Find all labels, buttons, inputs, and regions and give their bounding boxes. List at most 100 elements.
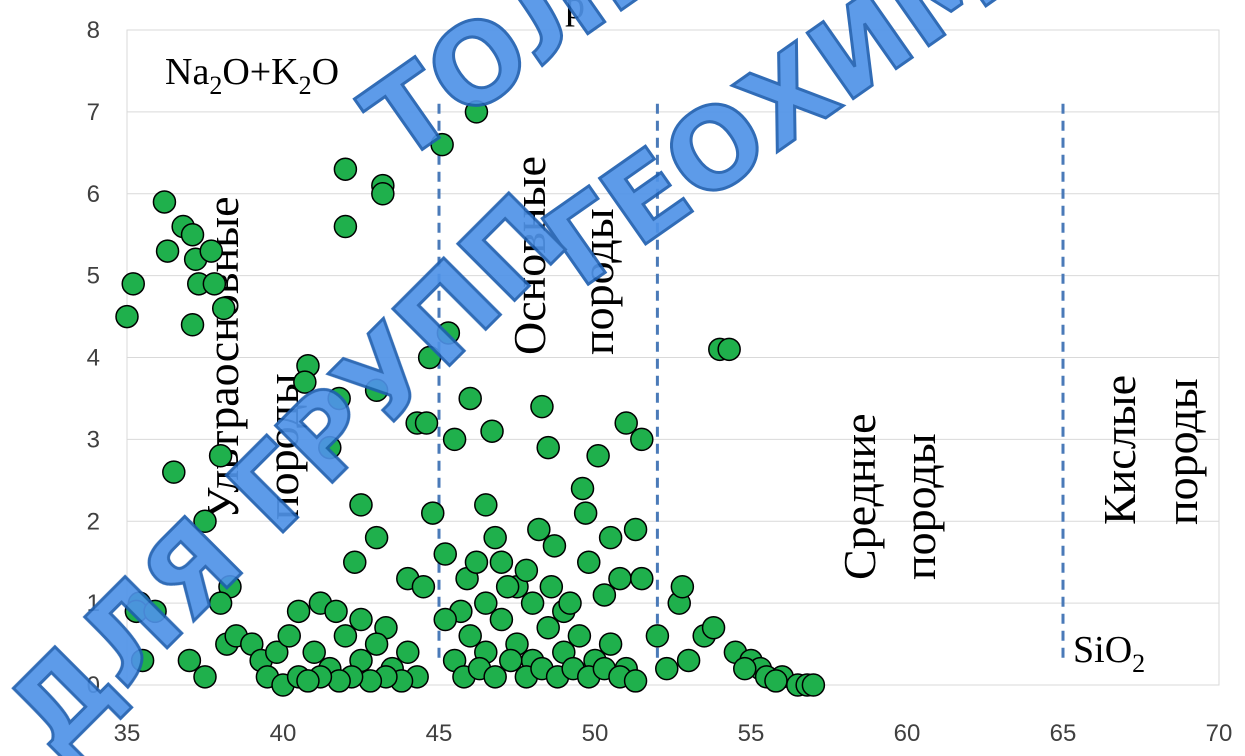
- data-point: [586, 444, 610, 468]
- y-tick-label: 3: [87, 426, 100, 453]
- region-basic-line1: Основные: [504, 156, 555, 355]
- data-point: [536, 615, 560, 640]
- data-point: [558, 591, 582, 615]
- data-point: [801, 673, 826, 697]
- data-point: [327, 386, 351, 411]
- y-tick-label: 4: [87, 345, 100, 372]
- data-point: [530, 394, 554, 419]
- data-point: [333, 214, 358, 239]
- data-point: [277, 624, 301, 648]
- y-tick-label: 6: [87, 181, 100, 208]
- y-tick-label: 0: [87, 672, 100, 699]
- y-tick-label: 7: [87, 99, 100, 126]
- data-point: [577, 550, 601, 574]
- data-point: [520, 591, 545, 615]
- region-label-intermediate: Средние породы: [834, 413, 945, 580]
- data-point: [458, 624, 482, 648]
- data-point: [598, 525, 623, 550]
- data-point: [464, 550, 489, 574]
- data-point: [567, 624, 592, 648]
- data-point: [598, 632, 623, 656]
- data-point: [514, 558, 539, 583]
- y-tick-label: 8: [87, 17, 100, 44]
- x-tick-label: 40: [270, 720, 297, 747]
- data-point: [483, 525, 507, 550]
- data-point: [483, 665, 507, 689]
- boundary-layer: [437, 103, 1065, 661]
- data-point: [333, 624, 358, 648]
- data-point: [417, 345, 442, 370]
- data-point: [349, 607, 373, 632]
- data-point: [489, 607, 514, 632]
- data-point: [474, 493, 498, 517]
- region-intermediate-line2: породы: [894, 433, 945, 580]
- data-point: [208, 591, 233, 615]
- y-tick-label: 1: [87, 590, 100, 617]
- data-point: [630, 427, 654, 452]
- data-point: [645, 624, 670, 648]
- data-point: [177, 648, 202, 673]
- data-point: [364, 525, 389, 550]
- x-tick-label: 65: [1050, 720, 1077, 747]
- region-acidic-line2: породы: [1156, 378, 1207, 525]
- data-point: [495, 575, 520, 599]
- data-point: [630, 566, 654, 591]
- data-point: [733, 656, 757, 681]
- data-point: [152, 190, 177, 214]
- data-point: [592, 583, 617, 607]
- x-tick-labels: 35 40 45 50 55 60 65 70: [114, 720, 1233, 747]
- data-point: [717, 337, 741, 362]
- data-point: [121, 272, 145, 296]
- data-point: [489, 550, 514, 574]
- data-point: [542, 534, 567, 558]
- data-point: [286, 599, 311, 624]
- data-point: [364, 632, 389, 656]
- data-point: [293, 370, 317, 394]
- data-point: [318, 435, 342, 460]
- data-point: [371, 182, 395, 206]
- y-tick-labels: 0 1 2 3 4 5 6 7 8: [87, 17, 100, 699]
- data-point: [527, 517, 551, 542]
- data-point: [211, 296, 236, 321]
- data-point: [464, 100, 489, 124]
- data-point: [364, 378, 389, 402]
- x-tick-label: 60: [894, 720, 921, 747]
- data-point: [115, 304, 139, 329]
- title-fragment: р: [565, 0, 585, 27]
- y-tick-label: 2: [87, 508, 100, 535]
- data-point: [442, 427, 467, 452]
- data-point: [539, 575, 564, 599]
- data-point: [436, 321, 461, 345]
- data-point: [676, 648, 701, 673]
- data-point: [193, 509, 217, 533]
- data-point: [349, 493, 373, 517]
- data-point: [265, 640, 289, 664]
- data-point: [570, 476, 595, 501]
- data-point: [143, 599, 167, 624]
- region-label-acidic: Кислые породы: [1094, 375, 1207, 525]
- data-point: [430, 132, 454, 157]
- data-point: [130, 648, 155, 673]
- region-acidic-line1: Кислые: [1094, 375, 1145, 525]
- data-point: [202, 272, 227, 296]
- data-point: [414, 411, 439, 435]
- x-axis-title: SiO2: [1073, 629, 1145, 678]
- data-point: [499, 648, 523, 673]
- data-point: [193, 665, 217, 689]
- data-point: [474, 591, 498, 615]
- data-point: [701, 615, 726, 640]
- data-point: [333, 157, 358, 181]
- data-point: [421, 501, 445, 525]
- data-point: [396, 640, 420, 664]
- data-point: [614, 411, 638, 435]
- data-point: [623, 669, 648, 693]
- data-point: [655, 656, 679, 681]
- data-point: [155, 239, 180, 263]
- x-tick-label: 50: [582, 720, 609, 747]
- data-point: [296, 669, 320, 693]
- data-point: [480, 419, 504, 443]
- data-point: [670, 575, 695, 599]
- data-point: [162, 460, 186, 484]
